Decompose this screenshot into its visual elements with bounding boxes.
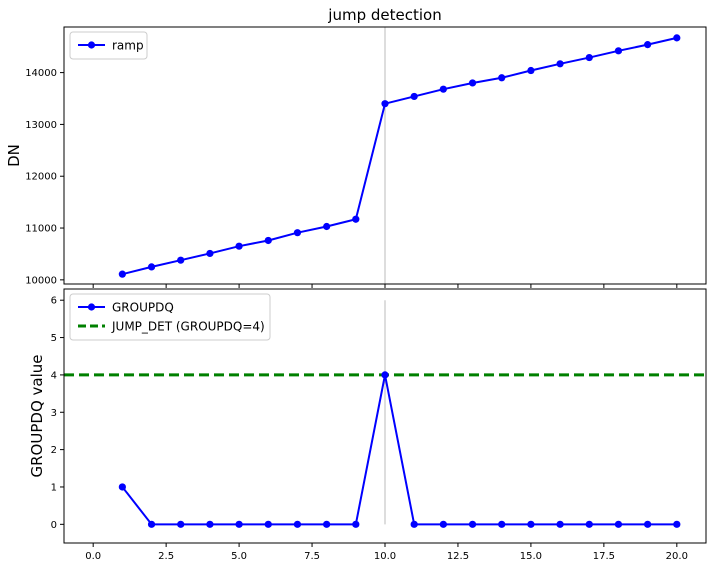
data-point	[118, 270, 126, 278]
data-point	[264, 520, 272, 528]
ramp-panel: 10000 11000 12000 13000 14000 DN jump detectio…	[5, 6, 707, 288]
data-point	[381, 371, 389, 379]
y-tick-label: 2	[51, 445, 57, 456]
y-tick-label: 3	[51, 408, 57, 419]
data-point	[235, 520, 243, 528]
data-point	[556, 60, 564, 68]
data-point	[439, 520, 447, 528]
data-point	[585, 520, 593, 528]
chart-title: jump detection	[327, 6, 441, 24]
data-point	[498, 520, 506, 528]
data-point	[439, 85, 447, 93]
data-point	[673, 520, 681, 528]
y-axis-label: DN	[5, 144, 23, 167]
data-point	[556, 520, 564, 528]
legend-marker-swatch	[87, 303, 96, 311]
y-tick-label: 13000	[25, 120, 57, 131]
x-tick-label: 0.0	[85, 551, 101, 562]
data-point	[293, 520, 302, 528]
x-tick-label: 5.0	[231, 551, 247, 562]
legend-box	[69, 293, 271, 341]
x-tick-label: 12.5	[447, 551, 469, 562]
data-point	[498, 74, 506, 82]
data-point	[614, 520, 623, 528]
data-point	[323, 222, 331, 231]
data-point	[147, 263, 156, 271]
series-line-0	[122, 36, 678, 276]
legend-marker-swatch	[87, 41, 96, 49]
data-point	[264, 236, 272, 245]
x-tick-label: 7.5	[304, 551, 320, 562]
y-tick-label: 12000	[25, 172, 57, 183]
data-point	[293, 229, 302, 237]
y-tick-label: 6	[51, 296, 57, 307]
data-point	[614, 47, 623, 55]
data-point	[585, 53, 593, 62]
x-tick-label: 17.5	[593, 551, 615, 562]
y-tick-label: 14000	[25, 68, 57, 79]
data-point	[235, 242, 243, 250]
data-point	[352, 215, 360, 223]
groupdq-panel: 0.0 2.5 5.0 7.5 10.0 12.5 15.0 17.5 20.0 0 1 2 3 4 5 6 G…	[28, 288, 707, 562]
data-point	[206, 520, 214, 528]
data-point	[673, 34, 681, 42]
legend-label: JUMP_DET (GROUPDQ=4)	[111, 320, 265, 334]
legend-box	[69, 31, 148, 60]
x-tick-label: 10.0	[374, 551, 396, 562]
y-tick-label: 10000	[25, 275, 57, 286]
x-tick-label: 20.0	[666, 551, 688, 562]
y-axis-label: GROUPDQ value	[28, 355, 46, 478]
data-point	[410, 92, 418, 101]
data-point	[468, 79, 477, 87]
legend-label: GROUPDQ	[112, 301, 174, 315]
data-point	[410, 520, 418, 528]
data-point	[468, 520, 477, 528]
series-line-0	[121, 373, 677, 526]
x-tick-label: 2.5	[158, 551, 174, 562]
data-point	[147, 520, 156, 528]
data-point	[177, 256, 185, 264]
y-tick-label: 4	[51, 370, 57, 381]
data-point	[323, 520, 331, 528]
y-tick-label: 0	[51, 520, 57, 531]
legend-label: ramp	[112, 39, 144, 53]
data-point	[644, 41, 652, 49]
y-tick-label: 5	[51, 333, 57, 344]
x-tick-label: 15.0	[520, 551, 542, 562]
data-point	[352, 520, 360, 528]
data-point	[177, 520, 185, 528]
data-point	[527, 520, 535, 528]
data-point	[644, 520, 652, 528]
data-point	[381, 100, 389, 108]
y-tick-label: 1	[51, 482, 57, 493]
data-point	[206, 249, 214, 258]
data-point	[527, 66, 535, 75]
y-tick-label: 11000	[25, 224, 57, 235]
data-point	[118, 483, 126, 491]
